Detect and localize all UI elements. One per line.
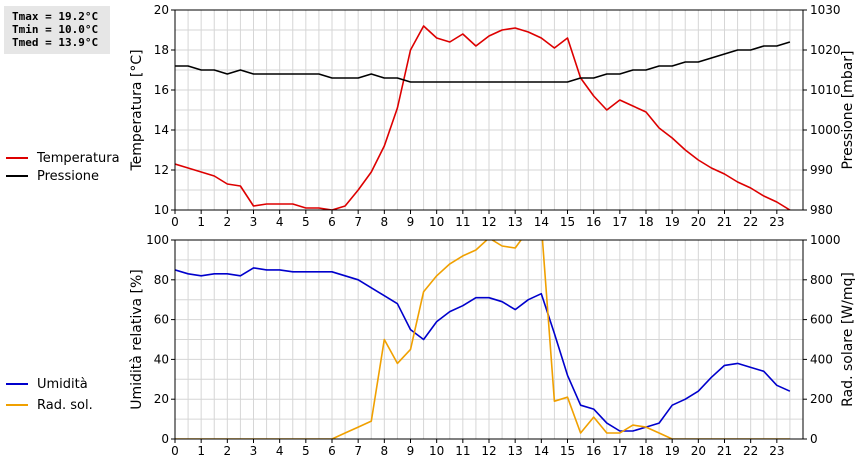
chart1-x-tick-label: 11 xyxy=(455,215,470,229)
chart2-x-tick-label: 9 xyxy=(407,444,415,458)
chart2-legend-rad-sol-label: Rad. sol. xyxy=(37,398,93,413)
chart2-y2-axis-label: Rad. solare [W/mq] xyxy=(840,272,856,407)
chart2-x-tick-label: 12 xyxy=(481,444,496,458)
chart1-legend-pressione-label: Pressione xyxy=(37,169,99,184)
chart2-x-tick-label: 13 xyxy=(508,444,523,458)
chart1-x-tick-label: 15 xyxy=(560,215,575,229)
chart1-y-tick-label: 14 xyxy=(154,123,169,137)
chart1-y-tick-label: 12 xyxy=(154,163,169,177)
chart1-x-tick-label: 4 xyxy=(276,215,284,229)
chart2-y2-tick-label: 400 xyxy=(810,352,833,366)
chart2-series-rad-sol-line xyxy=(175,240,790,439)
chart2-y-tick-label: 0 xyxy=(161,432,169,446)
chart1-x-tick-label: 5 xyxy=(302,215,310,229)
chart1-x-tick-label: 18 xyxy=(638,215,653,229)
chart2-y2-tick-label: 800 xyxy=(810,273,833,287)
chart2-x-tick-label: 21 xyxy=(717,444,732,458)
chart1-x-tick-label: 1 xyxy=(197,215,205,229)
chart2-x-tick-label: 19 xyxy=(665,444,680,458)
chart1-x-tick-label: 3 xyxy=(250,215,258,229)
chart2-y-axis-label: Umidità relativa [%] xyxy=(129,269,145,410)
chart1-x-tick-label: 19 xyxy=(665,215,680,229)
chart2-x-tick-label: 17 xyxy=(612,444,627,458)
chart1-y-tick-label: 10 xyxy=(154,203,169,217)
chart1-y2-tick-label: 1000 xyxy=(810,123,841,137)
chart1-x-tick-label: 2 xyxy=(224,215,232,229)
chart2-x-tick-label: 7 xyxy=(354,444,362,458)
chart1-x-tick-label: 16 xyxy=(586,215,601,229)
chart1-x-tick-label: 17 xyxy=(612,215,627,229)
chart2-series-umidit-line xyxy=(175,267,791,432)
chart1-x-tick-label: 10 xyxy=(429,215,444,229)
chart2-legend-umidit-label: Umidità xyxy=(37,377,88,392)
chart1-x-tick-label: 21 xyxy=(717,215,732,229)
chart2-y2-tick-label: 600 xyxy=(810,313,833,327)
chart1-series-pressione-line xyxy=(175,41,791,83)
chart2-y-tick-label: 80 xyxy=(154,273,169,287)
chart1-x-tick-label: 14 xyxy=(534,215,549,229)
chart1-x-tick-label: 23 xyxy=(769,215,784,229)
stats-box: Tmax = 19.2°C Tmin = 10.0°C Tmed = 13.9°… xyxy=(4,6,110,54)
chart2-x-tick-label: 10 xyxy=(429,444,444,458)
chart1-x-tick-label: 20 xyxy=(691,215,706,229)
chart2-x-tick-label: 15 xyxy=(560,444,575,458)
chart2-x-tick-label: 5 xyxy=(302,444,310,458)
chart1-series-temperatura-line xyxy=(175,25,791,210)
chart1-y2-tick-label: 980 xyxy=(810,203,833,217)
chart1-x-tick-label: 22 xyxy=(743,215,758,229)
chart1-x-tick-label: 7 xyxy=(354,215,362,229)
chart2-y-tick-label: 40 xyxy=(154,352,169,366)
chart1-x-tick-label: 6 xyxy=(328,215,336,229)
chart2-x-tick-label: 6 xyxy=(328,444,336,458)
chart2-y2-tick-label: 1000 xyxy=(810,233,841,247)
chart2-x-tick-label: 22 xyxy=(743,444,758,458)
chart1-y2-tick-label: 1030 xyxy=(810,3,841,17)
chart2-x-tick-label: 2 xyxy=(224,444,232,458)
chart1-x-tick-label: 9 xyxy=(407,215,415,229)
chart1-y2-tick-label: 1010 xyxy=(810,83,841,97)
chart2-x-tick-label: 3 xyxy=(250,444,258,458)
chart1-y-tick-label: 18 xyxy=(154,43,169,57)
chart1-legend-temperatura-label: Temperatura xyxy=(36,151,120,166)
chart2-x-tick-label: 18 xyxy=(638,444,653,458)
chart2-x-tick-label: 11 xyxy=(455,444,470,458)
chart1-x-tick-label: 13 xyxy=(508,215,523,229)
chart2-x-tick-label: 8 xyxy=(381,444,389,458)
chart1-x-tick-label: 8 xyxy=(381,215,389,229)
chart1-y-tick-label: 20 xyxy=(154,3,169,17)
chart2-x-tick-label: 14 xyxy=(534,444,549,458)
chart2-x-tick-label: 16 xyxy=(586,444,601,458)
chart2-x-tick-label: 1 xyxy=(197,444,205,458)
chart1-x-tick-label: 12 xyxy=(481,215,496,229)
chart1-y2-tick-label: 990 xyxy=(810,163,833,177)
chart2-x-tick-label: 0 xyxy=(171,444,179,458)
tmed-label: Tmed = 13.9°C xyxy=(12,36,99,49)
chart2-y2-tick-label: 0 xyxy=(810,432,818,446)
chart2-x-tick-label: 20 xyxy=(691,444,706,458)
chart1-y2-axis-label: Pressione [mbar] xyxy=(840,50,856,169)
chart2-x-tick-label: 23 xyxy=(769,444,784,458)
chart1-x-tick-label: 0 xyxy=(171,215,179,229)
tmin-label: Tmin = 10.0°C xyxy=(12,23,99,36)
tmax-label: Tmax = 19.2°C xyxy=(12,10,99,23)
chart1-y-tick-label: 16 xyxy=(154,83,169,97)
chart2-y-tick-label: 20 xyxy=(154,392,169,406)
chart1-y2-tick-label: 1020 xyxy=(810,43,841,57)
chart2-y-tick-label: 60 xyxy=(154,313,169,327)
chart2-y-tick-label: 100 xyxy=(146,233,169,247)
chart2-y2-tick-label: 200 xyxy=(810,392,833,406)
chart1-y-axis-label: Temperatura [°C] xyxy=(129,49,145,171)
chart2-x-tick-label: 4 xyxy=(276,444,284,458)
